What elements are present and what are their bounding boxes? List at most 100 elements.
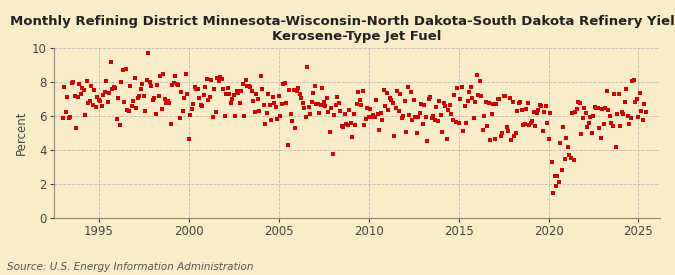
Point [182,92,193,96]
Point [405,90,416,94]
Point [601,89,612,93]
Point [432,119,443,123]
Point [173,82,184,87]
Point [336,124,347,128]
Point [437,129,448,134]
Point [632,97,643,101]
Point [474,78,485,83]
Point [335,108,346,113]
Point [620,100,630,104]
Point [244,84,254,89]
Point [121,67,132,71]
Point [464,90,475,94]
Point [353,90,364,95]
Point [338,125,348,129]
Point [572,107,583,111]
Point [541,120,552,125]
Point [401,129,412,134]
Point [641,110,651,114]
Point [636,109,647,114]
Point [622,114,633,118]
Point [284,88,295,92]
Point [347,135,358,139]
Point [438,101,449,105]
Point [248,99,259,103]
Point [62,95,73,99]
Point [65,115,76,119]
Point [117,67,128,72]
Point [164,101,175,105]
Point [223,86,234,90]
Point [608,124,618,128]
Point [340,112,350,116]
Point [533,108,543,112]
Point [83,100,94,105]
Point [90,104,101,109]
Point [323,110,333,114]
Point [80,113,91,117]
Point [240,78,251,82]
Point [444,103,455,107]
Point [273,94,284,98]
Point [110,86,121,90]
Point [275,114,286,119]
Point [224,92,235,96]
Point [130,76,140,81]
Point [357,89,368,94]
Point [116,79,127,84]
Point [546,159,557,164]
Point [249,109,260,114]
Point [547,191,558,196]
Point [543,137,554,141]
Point [205,95,215,99]
Point [570,109,581,114]
Point [259,103,269,108]
Point [384,96,395,100]
Point [191,87,202,91]
Point [395,92,406,97]
Point [534,103,545,108]
Point [540,104,551,109]
Point [63,116,74,121]
Point [452,86,462,90]
Point [554,180,564,184]
Point [190,85,200,90]
Point [434,99,445,103]
Point [428,113,439,118]
Point [321,96,332,101]
Title: Monthly Refining District Minnesota-Wisconsin-North Dakota-South Dakota Refinery: Monthly Refining District Minnesota-Wisc… [10,15,675,43]
Point [152,83,163,87]
Point [472,92,483,97]
Point [612,112,623,117]
Point [416,102,427,106]
Point [368,113,379,117]
Point [293,86,304,90]
Point [639,102,650,106]
Point [448,117,458,122]
Point [111,117,122,121]
Point [371,98,381,103]
Point [615,123,626,128]
Point [246,89,257,93]
Point [180,72,191,76]
Point [375,111,386,115]
Text: Source: U.S. Energy Information Administration: Source: U.S. Energy Information Administ… [7,262,253,272]
Point [507,100,518,105]
Point [263,92,273,96]
Point [398,113,408,118]
Point [389,134,400,138]
Point [418,103,429,108]
Point [633,115,644,119]
Point [558,125,569,130]
Point [319,100,329,104]
Point [298,100,308,105]
Point [105,60,116,65]
Point [267,95,278,99]
Point [169,81,180,85]
Point [82,79,92,84]
Point [309,84,320,89]
Point [92,95,103,99]
Point [292,89,302,93]
Point [482,124,493,128]
Point [605,114,616,118]
